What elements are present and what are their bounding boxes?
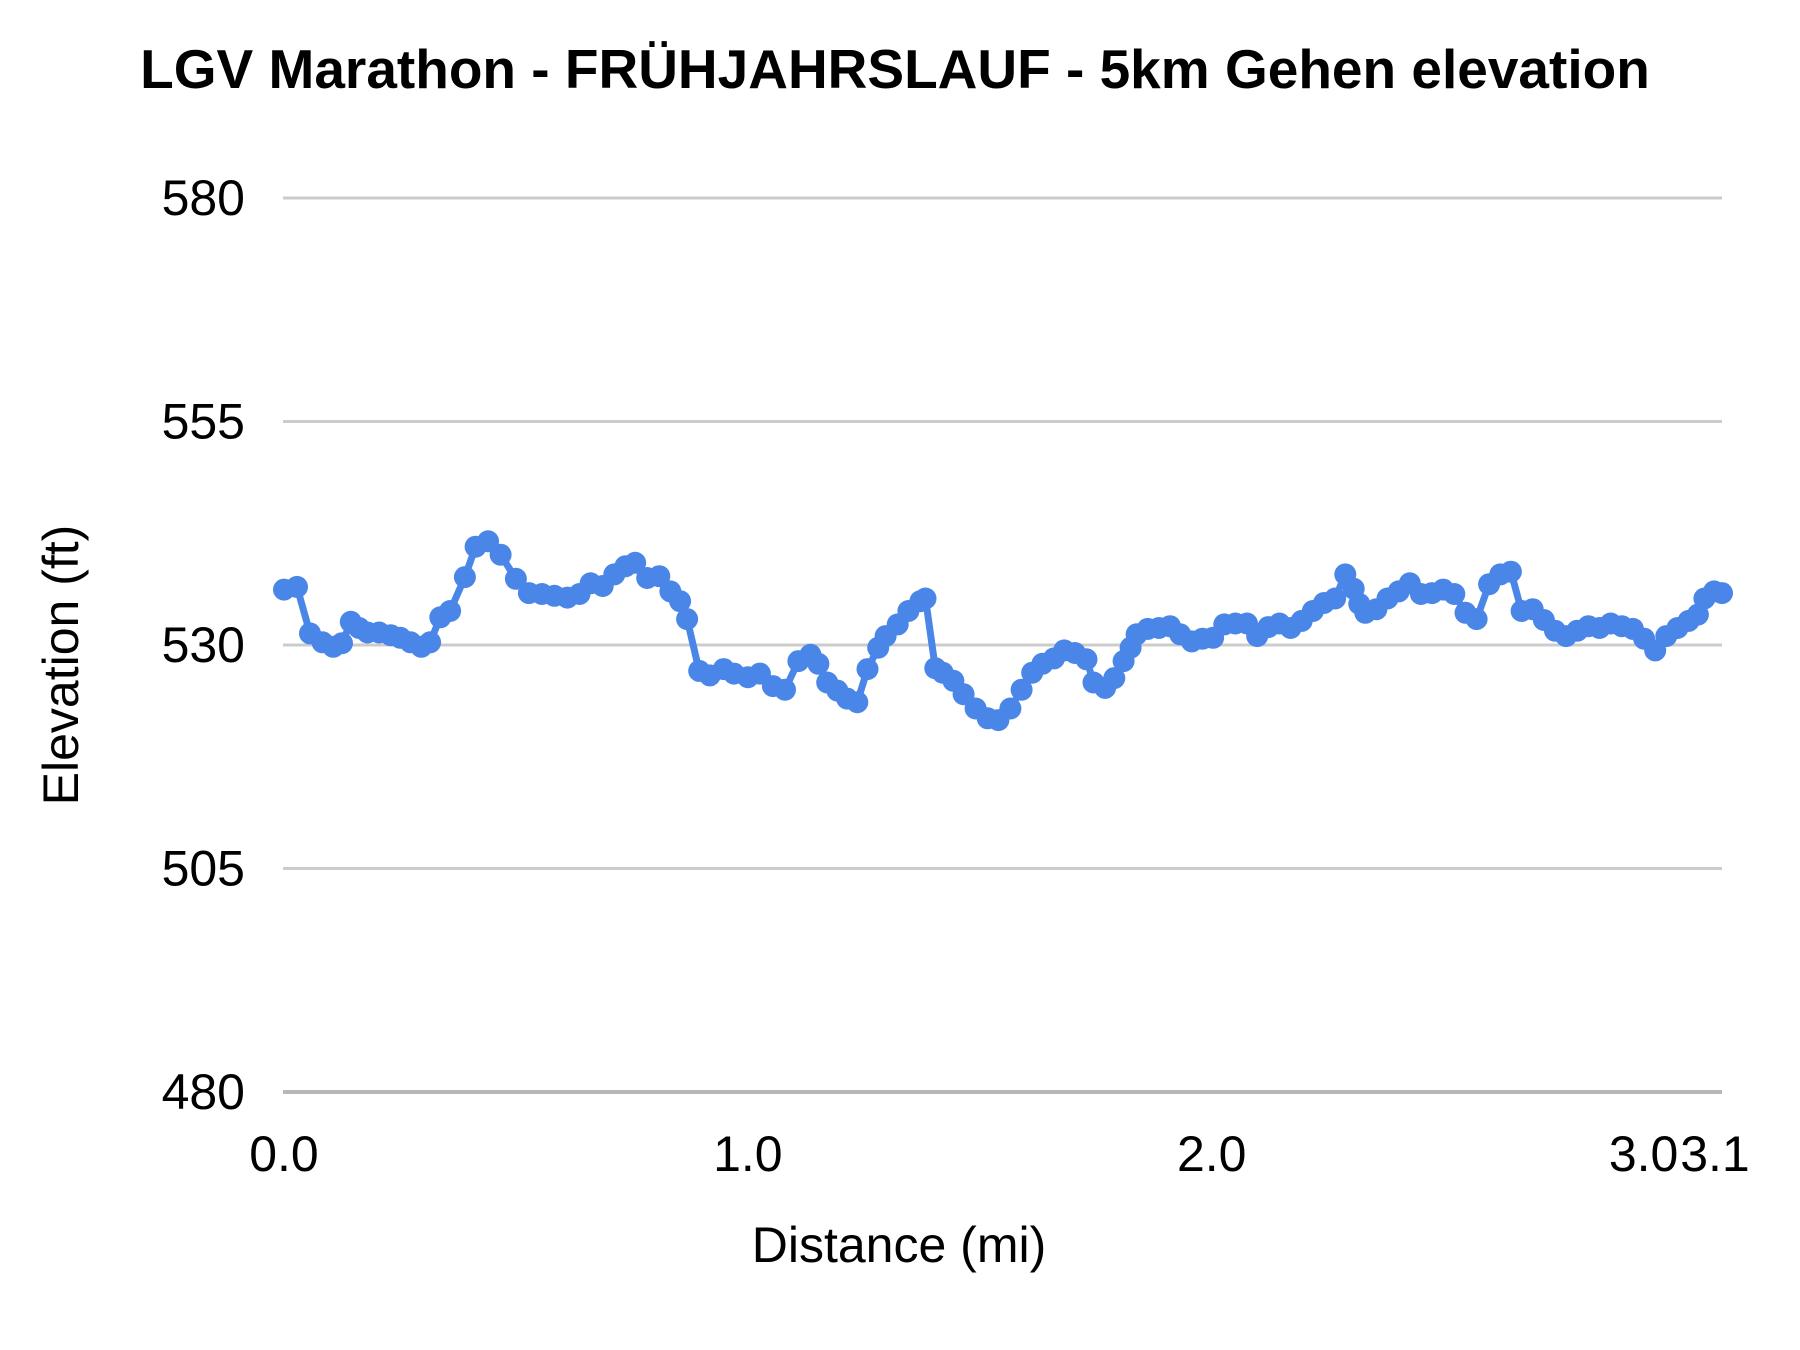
data-point[interactable] <box>648 565 671 588</box>
gridlines <box>283 196 1722 1094</box>
data-point[interactable] <box>676 608 699 631</box>
y-tick-label: 580 <box>162 170 245 226</box>
data-point[interactable] <box>774 678 796 701</box>
y-axis-title: Elevation (ft) <box>33 525 89 806</box>
x-tick-label: 0.0 <box>249 1126 319 1182</box>
x-tick-label: 3.1 <box>1680 1126 1750 1182</box>
x-tick-labels: 0.0 1.0 2.0 3.0 3.1 <box>249 1126 1750 1182</box>
x-tick-label: 2.0 <box>1177 1126 1247 1182</box>
data-point[interactable] <box>1010 678 1033 701</box>
data-point[interactable] <box>1324 587 1347 610</box>
data-point[interactable] <box>419 631 442 654</box>
data-point[interactable] <box>856 658 879 681</box>
x-tick-label: 3.0 <box>1609 1126 1679 1182</box>
y-tick-label: 530 <box>162 617 245 673</box>
elevation-series <box>273 530 1733 732</box>
y-tick-labels: 580 555 530 505 480 <box>162 170 245 1120</box>
y-tick-label: 480 <box>162 1064 245 1120</box>
x-axis-title: Distance (mi) <box>752 1217 1046 1273</box>
chart-title: LGV Marathon - FRÜHJAHRSLAUF - 5km Gehen… <box>140 38 1650 100</box>
y-tick-label: 555 <box>162 394 245 450</box>
data-point[interactable] <box>286 575 308 598</box>
data-point[interactable] <box>439 600 462 622</box>
data-point[interactable] <box>1103 667 1126 690</box>
data-point[interactable] <box>807 652 830 675</box>
data-point[interactable] <box>331 632 353 655</box>
data-point[interactable] <box>453 566 476 589</box>
data-point[interactable] <box>1465 608 1488 631</box>
data-point[interactable] <box>504 567 527 590</box>
data-point[interactable] <box>846 691 869 714</box>
data-point[interactable] <box>1075 648 1098 671</box>
data-point[interactable] <box>624 551 647 574</box>
data-point[interactable] <box>1443 583 1466 605</box>
x-tick-label: 1.0 <box>713 1126 783 1182</box>
data-point[interactable] <box>669 590 692 613</box>
y-tick-label: 505 <box>162 841 245 897</box>
data-point[interactable] <box>914 587 937 610</box>
data-point[interactable] <box>489 543 512 566</box>
data-point[interactable] <box>1711 582 1733 605</box>
data-point[interactable] <box>999 697 1022 720</box>
data-point[interactable] <box>1499 560 1522 583</box>
